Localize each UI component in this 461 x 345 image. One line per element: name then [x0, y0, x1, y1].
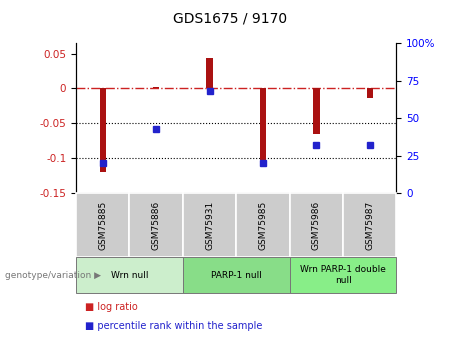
Text: Wrn PARP-1 double
null: Wrn PARP-1 double null: [300, 265, 386, 285]
Text: ■ percentile rank within the sample: ■ percentile rank within the sample: [85, 321, 263, 331]
Bar: [207, 59, 213, 89]
Text: GSM75987: GSM75987: [365, 200, 374, 250]
Text: GSM75986: GSM75986: [312, 200, 321, 250]
Text: GSM75985: GSM75985: [259, 200, 267, 250]
Text: GDS1675 / 9170: GDS1675 / 9170: [173, 12, 288, 26]
Text: GSM75931: GSM75931: [205, 200, 214, 250]
Bar: [100, 89, 106, 172]
Text: GSM75885: GSM75885: [98, 200, 107, 250]
Bar: [313, 89, 319, 134]
Bar: [260, 89, 266, 160]
Bar: [153, 87, 160, 89]
Bar: [366, 89, 373, 98]
Text: Wrn null: Wrn null: [111, 270, 148, 280]
Text: genotype/variation ▶: genotype/variation ▶: [5, 270, 100, 280]
Text: PARP-1 null: PARP-1 null: [211, 270, 262, 280]
Text: GSM75886: GSM75886: [152, 200, 161, 250]
Text: ■ log ratio: ■ log ratio: [85, 302, 138, 312]
